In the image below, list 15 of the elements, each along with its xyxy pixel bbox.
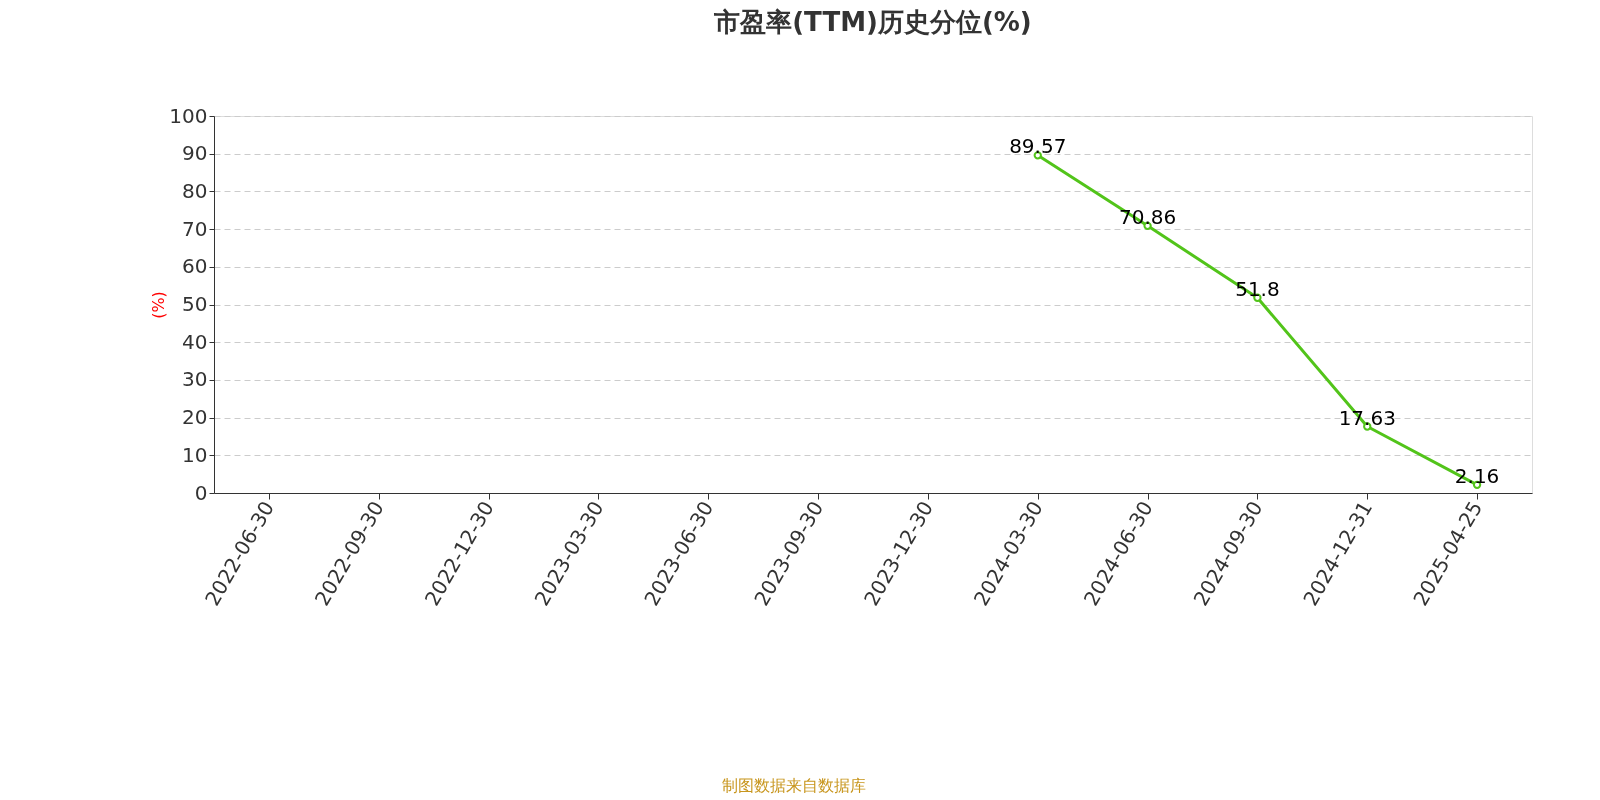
y-tick-label: 40 xyxy=(182,329,208,354)
y-tick-label: 20 xyxy=(182,405,208,430)
text: 制图数据来自数据库 xyxy=(721,776,866,795)
y-tick-label: 10 xyxy=(182,442,208,467)
y-tick-label: 50 xyxy=(182,292,208,316)
y-tick-label: 80 xyxy=(182,178,208,203)
y-tick-label: 100 xyxy=(169,103,208,128)
y-tick-label: 90 xyxy=(182,141,208,166)
y-tick-label: 30 xyxy=(182,367,208,392)
y-tick-label: 0 xyxy=(194,480,208,505)
y-tick-label: 60 xyxy=(182,254,208,279)
data-label: 89.57 xyxy=(1009,134,1067,159)
y-axis-title: (%) xyxy=(149,291,169,319)
y-tick-label: 70 xyxy=(182,216,208,241)
chart-title: 市盈率(TTM)历史分位(%) xyxy=(713,7,1032,37)
